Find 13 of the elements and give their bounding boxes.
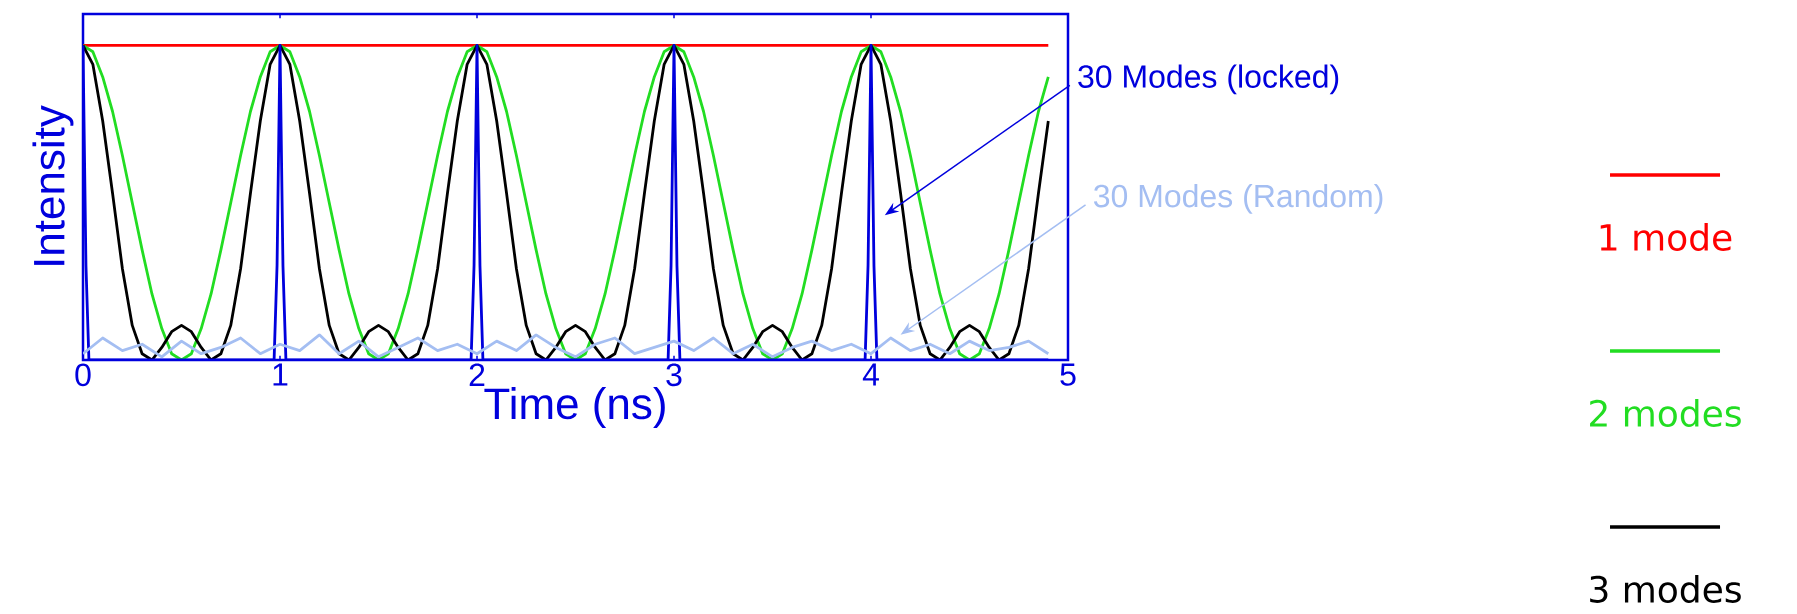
- text: 2 modes: [1590, 399, 1741, 427]
- text: 30 Modes (locked): [1078, 64, 1339, 95]
- text: 30 Modes (Random): [1093, 183, 1383, 214]
- x-tick-label: 1: [273, 363, 288, 386]
- x-tick-label: 3: [666, 363, 682, 387]
- x-tick-label: 2: [469, 363, 485, 386]
- y-axis-title: Intensity: [32, 105, 74, 265]
- text: 1 mode: [1600, 223, 1732, 251]
- x-tick-label: 0: [75, 363, 91, 387]
- x-axis-title: Time (ns): [484, 387, 665, 429]
- x-tick-label: 5: [1060, 363, 1076, 386]
- x-tick-label: 4: [862, 363, 879, 386]
- text: 3 modes: [1590, 575, 1741, 603]
